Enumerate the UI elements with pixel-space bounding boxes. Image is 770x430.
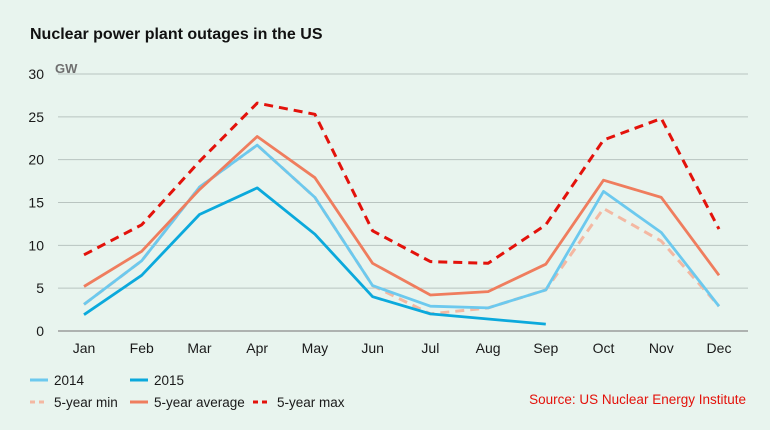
source-note: Source: US Nuclear Energy Institute (529, 392, 746, 407)
x-tick-label: Nov (649, 340, 674, 356)
x-tick-label: Aug (476, 340, 501, 356)
chart-title: Nuclear power plant outages in the US (30, 26, 323, 43)
x-tick-label: Jul (421, 340, 439, 356)
x-tick-label: Feb (130, 340, 154, 356)
y-tick-label: 20 (28, 152, 44, 168)
series-line-5-year-average (83, 135, 721, 297)
y-tick-label: 10 (28, 237, 44, 253)
legend-label: 5-year min (54, 395, 118, 410)
y-tick-label: 30 (28, 66, 44, 82)
unit-label: GW (55, 61, 78, 76)
x-tick-label: Mar (187, 340, 211, 356)
series-line-5-year-max (83, 101, 721, 265)
x-tick-label: Jan (73, 340, 96, 356)
legend-label: 2014 (54, 373, 85, 388)
x-tick-label: Jun (361, 340, 384, 356)
legend-label: 2015 (154, 373, 184, 388)
series-line-2014 (83, 143, 721, 310)
legend-label: 5-year max (277, 395, 345, 410)
x-tick-label: Sep (533, 340, 558, 356)
x-tick-label: May (302, 340, 328, 356)
y-tick-label: 25 (28, 109, 44, 125)
y-tick-label: 15 (28, 195, 44, 211)
y-tick-label: 0 (36, 323, 44, 339)
y-tick-label: 5 (36, 280, 44, 296)
x-tick-label: Apr (246, 340, 268, 356)
x-tick-label: Dec (707, 340, 732, 356)
legend-label: 5-year average (154, 395, 245, 410)
series-line-2015 (83, 186, 546, 326)
x-tick-label: Oct (593, 340, 615, 356)
